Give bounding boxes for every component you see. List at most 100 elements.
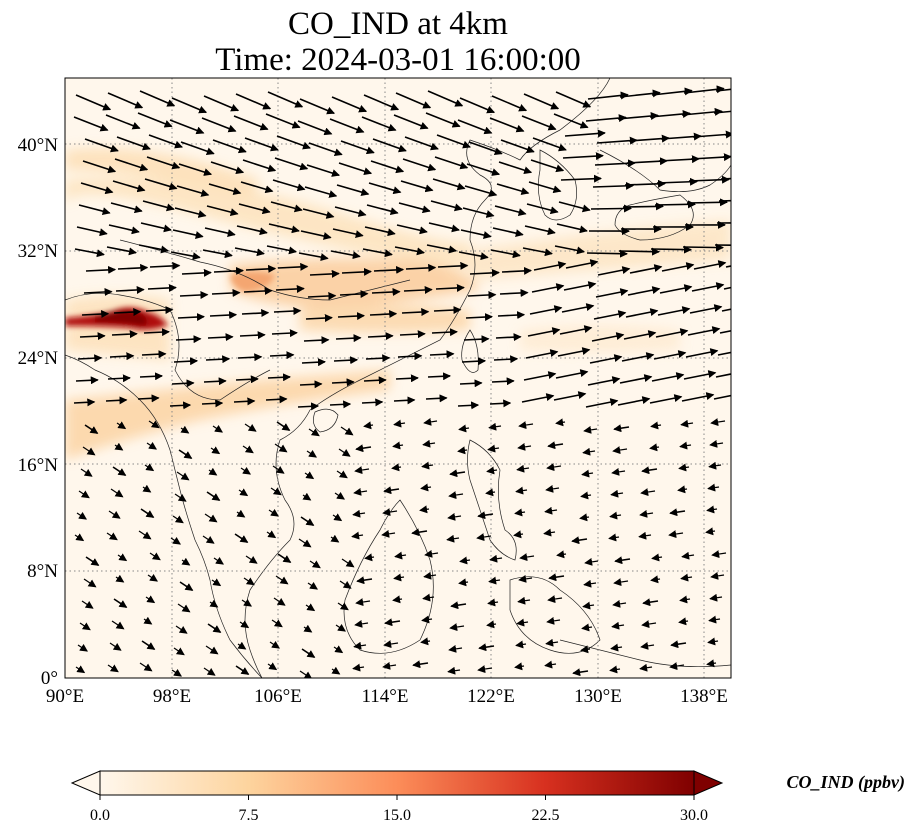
wind-arrow: [558, 201, 591, 213]
wind-arrow: [271, 619, 283, 628]
wind-arrow: [619, 374, 653, 384]
wind-arrow: [142, 484, 152, 493]
wind-arrow: [457, 401, 480, 410]
wind-arrow: [382, 508, 398, 516]
wind-arrow: [372, 138, 407, 153]
wind-arrow: [685, 348, 719, 358]
wind-arrow: [75, 665, 86, 674]
wind-arrow: [458, 578, 469, 587]
wind-arrow: [517, 442, 532, 451]
wind-arrow: [245, 264, 277, 273]
wind-arrow: [235, 375, 259, 384]
wind-arrow: [610, 489, 624, 498]
wind-arrow: [83, 287, 113, 296]
wind-arrow: [275, 575, 289, 585]
wind-arrow: [201, 399, 224, 408]
wind-arrow: [235, 665, 250, 675]
colorbar-tick-label: 30.0: [680, 807, 708, 824]
colorbar: 0.0 7.5 15.0 22.5 30.0 CO_IND (ppbv): [70, 770, 905, 824]
map-title: CO_IND at 4km: [288, 6, 508, 42]
wind-arrow: [177, 313, 205, 322]
wind-arrow: [610, 643, 623, 652]
wind-arrow: [146, 441, 157, 450]
wind-arrow: [532, 137, 567, 152]
wind-arrow: [691, 282, 725, 292]
wind-arrow: [336, 184, 370, 196]
lon-tick-label: 106°E: [254, 686, 302, 707]
wind-arrow: [523, 371, 557, 381]
wind-arrow: [241, 309, 270, 318]
wind-arrow: [370, 160, 405, 174]
wind-arrow: [469, 268, 500, 277]
wind-arrow: [393, 114, 429, 130]
wind-arrow: [109, 352, 135, 361]
wind-arrow: [117, 553, 128, 562]
wind-arrow: [546, 463, 562, 471]
wind-arrow: [458, 251, 489, 261]
wind-arrow: [175, 625, 188, 634]
wind-arrow: [274, 157, 309, 171]
wind-arrow: [420, 483, 432, 492]
wind-arrow: [297, 402, 320, 411]
wind-arrow: [581, 623, 593, 632]
wind-arrow: [433, 306, 462, 315]
wind-arrow: [139, 90, 176, 107]
wind-arrow: [529, 305, 563, 315]
wind-arrow: [395, 92, 432, 109]
wind-arrow: [234, 247, 265, 257]
wind-arrow: [612, 446, 628, 454]
wind-arrow: [267, 91, 304, 108]
wind-arrow: [113, 308, 142, 317]
wind-arrow: [459, 97, 496, 114]
wind-arrow: [352, 509, 366, 518]
wind-arrow: [211, 288, 241, 297]
wind-arrow: [709, 439, 724, 448]
wind-arrow: [85, 556, 100, 566]
wind-arrow: [487, 598, 499, 607]
wind-arrow: [111, 620, 125, 630]
wind-arrow: [299, 380, 323, 389]
wind-arrow: [245, 555, 258, 564]
wind-arrow: [521, 115, 557, 131]
wind-arrow: [654, 200, 696, 209]
wind-arrow: [489, 117, 525, 133]
wind-arrow: [689, 304, 723, 314]
wind-arrow: [204, 227, 236, 238]
wind-arrow: [306, 164, 341, 177]
wind-arrow: [309, 560, 321, 569]
map-time-subtitle: Time: 2024-03-01 16:00:00: [215, 42, 581, 78]
wind-arrow: [404, 136, 439, 151]
wind-arrow: [653, 350, 687, 360]
wind-arrow: [585, 398, 619, 408]
wind-arrow: [491, 95, 528, 112]
wind-arrow: [457, 119, 493, 135]
wind-arrow: [553, 113, 589, 129]
wind-arrow: [80, 182, 114, 195]
wind-arrow: [547, 595, 563, 603]
wind-arrow: [412, 660, 429, 669]
wind-arrow: [427, 90, 464, 107]
wind-arrow: [174, 493, 187, 502]
wind-arrow: [143, 328, 170, 337]
wind-arrow: [436, 134, 471, 149]
wind-arrow: [659, 284, 693, 294]
wind-arrow: [363, 94, 400, 111]
lon-tick-label: 130°E: [574, 686, 622, 707]
wind-arrow: [393, 396, 416, 405]
wind-arrow: [587, 91, 629, 100]
wind-arrow: [305, 603, 316, 612]
wind-arrow: [477, 665, 493, 673]
wind-arrow: [367, 332, 394, 341]
wind-arrow: [202, 249, 233, 259]
wind-arrow: [149, 261, 181, 270]
wind-arrow: [175, 335, 202, 344]
wind-arrow: [275, 284, 305, 293]
wind-vectors: [73, 85, 731, 678]
wind-arrow: [718, 199, 731, 202]
wind-arrow: [528, 181, 562, 194]
wind-arrow: [493, 355, 519, 364]
wind-arrow: [641, 466, 658, 475]
wind-arrow: [85, 265, 117, 274]
wind-arrow: [74, 533, 85, 542]
wind-arrow: [572, 668, 589, 677]
